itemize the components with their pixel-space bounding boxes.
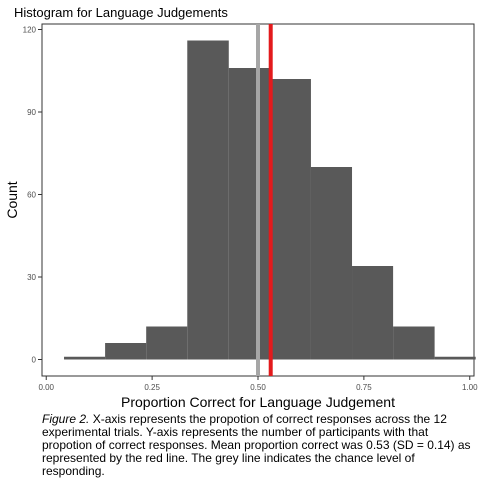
y-axis-label: Count <box>4 181 20 218</box>
histogram-bar-3 <box>187 40 229 360</box>
x-tick-label: 1.00 <box>462 383 478 392</box>
x-tick-label: 0.25 <box>144 383 160 392</box>
caption-text: X-axis represents the propotion of corre… <box>42 412 471 478</box>
x-tick-label: 0.50 <box>250 383 266 392</box>
y-tick-label: 0 <box>32 356 37 365</box>
histogram-bar-8 <box>393 326 435 360</box>
y-tick-label: 60 <box>27 191 36 200</box>
caption-label: Figure 2. <box>42 412 90 426</box>
histogram-bar-0 <box>64 356 106 360</box>
reference-lines <box>256 24 273 376</box>
histogram-bar-7 <box>352 266 394 360</box>
figure-caption: Figure 2. X-axis represents the propotio… <box>42 413 474 478</box>
histogram-bar-2 <box>146 326 188 360</box>
x-axis-label: Proportion Correct for Language Judgemen… <box>121 394 395 410</box>
histogram-bar-6 <box>310 167 353 360</box>
x-tick-label: 0.75 <box>356 383 372 392</box>
y-tick-label: 120 <box>23 26 37 35</box>
x-tick-label: 0.00 <box>38 383 54 392</box>
histogram-bar-1 <box>105 343 147 360</box>
histogram-bar-4 <box>228 68 270 360</box>
histogram-bar-9 <box>434 356 476 360</box>
y-axis-ticks: 0 30 60 90 120 <box>23 26 42 365</box>
y-tick-label: 30 <box>27 273 36 282</box>
y-tick-label: 90 <box>27 108 36 117</box>
histogram-bar-5 <box>269 79 311 360</box>
chart-title: Histogram for Language Judgements <box>14 5 228 20</box>
histogram-chart: Histogram for Language Judgements 0.00 0.… <box>4 5 478 410</box>
histogram-bars <box>64 40 476 360</box>
x-axis-ticks: 0.00 0.25 0.50 0.75 1.00 <box>38 376 478 392</box>
